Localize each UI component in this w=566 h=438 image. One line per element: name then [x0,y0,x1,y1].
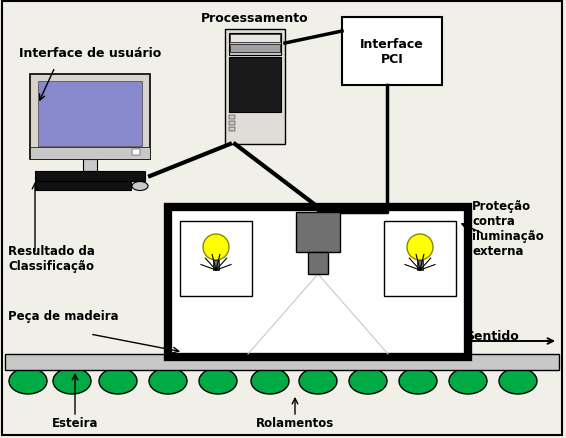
Ellipse shape [132,182,148,191]
Bar [417,261,423,270]
Text: Processamento: Processamento [201,12,309,25]
Ellipse shape [251,368,289,394]
Text: Resultado da
Classificação: Resultado da Classificação [8,244,95,272]
Text: Interface
PCI: Interface PCI [360,38,424,66]
Circle shape [407,234,433,261]
Bar [83,159,97,172]
Bar [229,122,235,126]
Bar [230,45,280,53]
Ellipse shape [349,368,387,394]
Ellipse shape [449,368,487,394]
Ellipse shape [199,368,237,394]
Bar [229,58,281,113]
Text: Sentido: Sentido [465,330,519,343]
Bar [180,222,252,297]
Text: Interface de usuário: Interface de usuário [19,47,161,60]
Ellipse shape [99,368,137,394]
Ellipse shape [299,368,337,394]
Bar [213,261,219,270]
Ellipse shape [399,368,437,394]
Bar [308,252,328,274]
Bar [168,208,468,357]
Bar [5,354,559,370]
Bar [225,30,285,145]
Text: Rolamentos: Rolamentos [256,416,334,429]
Ellipse shape [499,368,537,394]
Text: Esteira: Esteira [52,416,98,429]
Bar [229,116,235,120]
Bar [384,222,456,297]
Text: Proteção
contra
iluminação
externa: Proteção contra iluminação externa [472,200,544,258]
Bar [230,35,280,43]
Bar [35,182,131,191]
Ellipse shape [149,368,187,394]
Bar [229,34,281,56]
Circle shape [203,234,229,261]
Bar [229,128,235,132]
Bar [132,150,140,155]
Text: Peça de madeira: Peça de madeira [8,309,119,322]
Ellipse shape [9,368,47,394]
Bar [30,148,150,159]
Bar [30,75,150,159]
Bar [35,172,145,182]
Ellipse shape [53,368,91,394]
Bar [342,18,442,86]
Bar [38,82,142,147]
Bar [296,212,340,252]
